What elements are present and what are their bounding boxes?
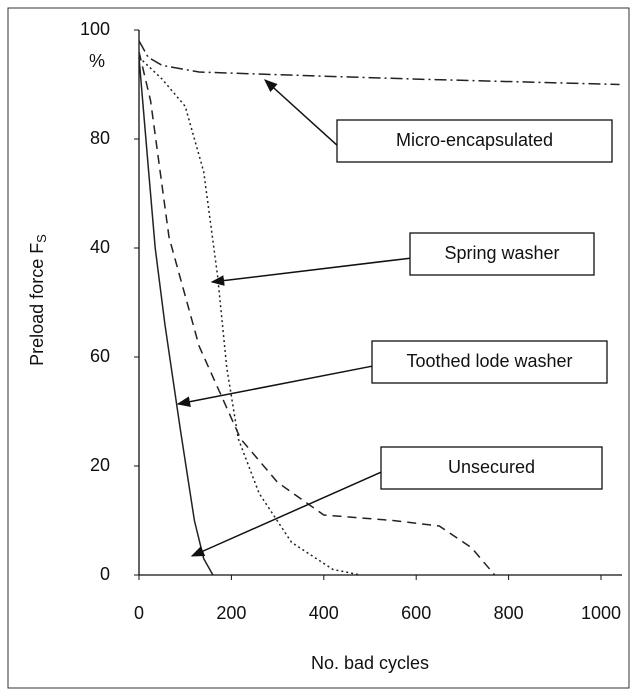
annotation-text: Micro-encapsulated <box>396 130 553 150</box>
annotation-box <box>336 119 613 163</box>
y-tick-label: 20 <box>90 455 110 475</box>
y-label-main: Preload force F <box>27 243 47 366</box>
x-axis-label: No. bad cycles <box>311 653 429 673</box>
y-tick-label: 0 <box>100 564 110 584</box>
annotation-box <box>380 446 603 490</box>
x-tick-label: 200 <box>216 603 246 623</box>
x-tick-label: 800 <box>494 603 524 623</box>
line <box>138 51 496 576</box>
y-axis-label: Preload force FS <box>27 234 50 366</box>
frame <box>7 7 630 689</box>
annotation-text: Spring washer <box>444 243 559 263</box>
x-tick-label: 400 <box>309 603 339 623</box>
annotation-text: Unsecured <box>448 457 535 477</box>
annotation-arrow <box>210 257 411 286</box>
x-tick-label: 600 <box>401 603 431 623</box>
x-tick-label: 1000 <box>581 603 621 623</box>
line <box>138 56 361 576</box>
y-tick-label: 60 <box>90 346 110 366</box>
y-tick-label: 100 <box>80 19 110 39</box>
annotation-arrow <box>176 365 373 407</box>
x-tick-label: 0 <box>134 603 144 623</box>
y-unit: % <box>89 51 105 71</box>
annotation-box <box>409 232 595 276</box>
y-label-sub: S <box>34 234 49 243</box>
annotation-arrow <box>263 79 338 146</box>
line <box>138 57 214 576</box>
annotation-text: Toothed lode washer <box>406 351 572 371</box>
line <box>138 40 620 86</box>
annotation-arrow <box>190 471 382 557</box>
y-tick-label: 40 <box>90 237 110 257</box>
y-tick-label: 80 <box>90 128 110 148</box>
annotation-box <box>371 340 608 384</box>
